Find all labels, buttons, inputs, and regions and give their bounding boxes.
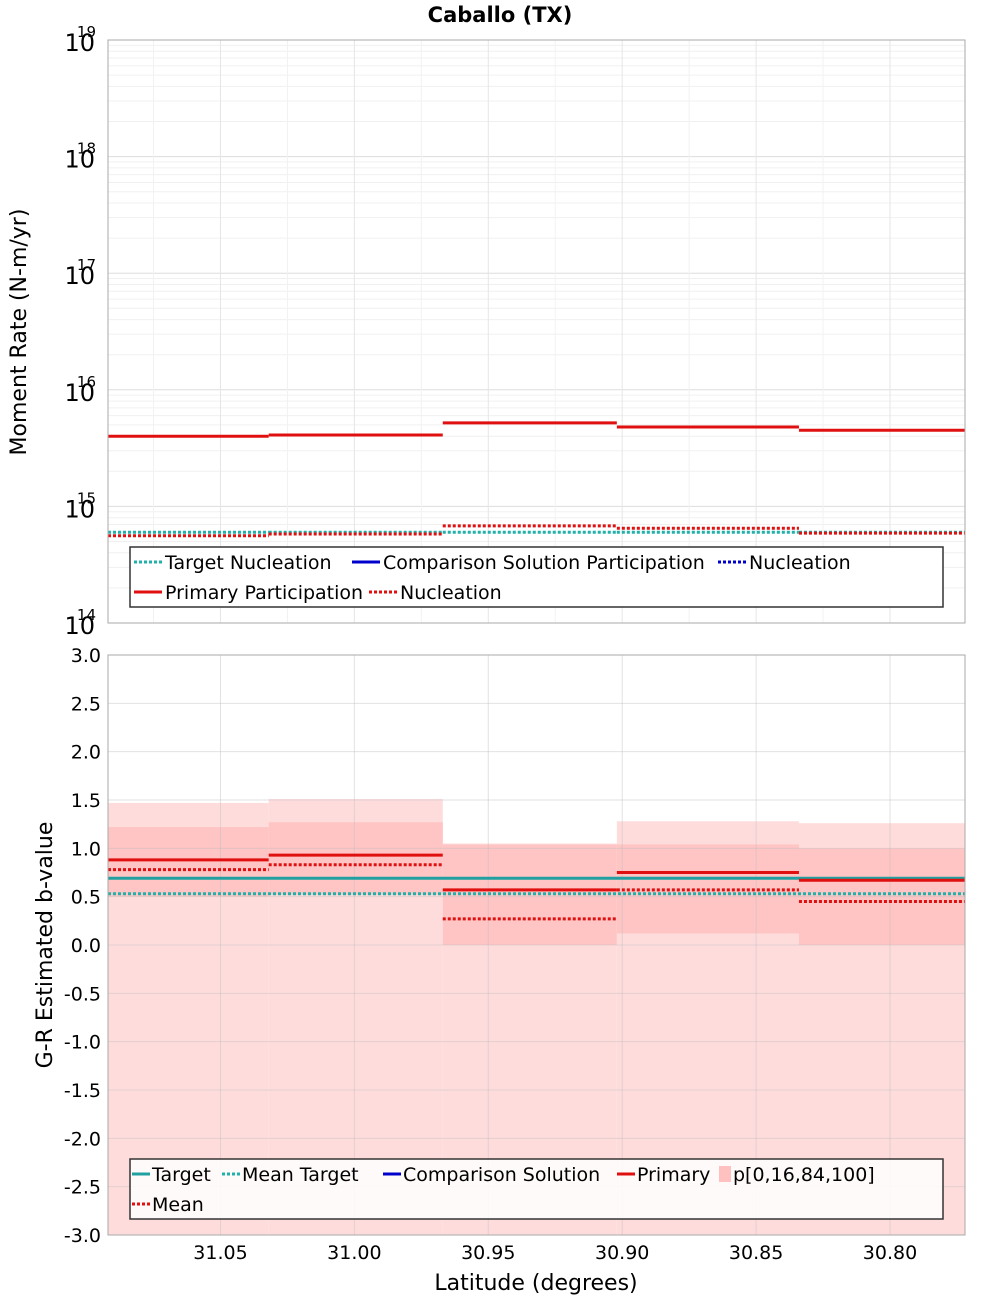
top-legend-label: Primary Participation bbox=[165, 582, 363, 604]
bottom-legend-label: p[0,16,84,100] bbox=[733, 1164, 875, 1186]
top-y-tick-exponent: 18 bbox=[77, 140, 96, 158]
top-legend-box bbox=[129, 546, 944, 608]
bottom-y-tick-label: 0.5 bbox=[71, 887, 101, 909]
x-axis-label: Latitude (degrees) bbox=[434, 1271, 637, 1296]
x-tick-labels: 31.05 31.00 30.95 30.90 30.85 30.80 bbox=[193, 1242, 917, 1264]
bottom-y-tick-label: 1.5 bbox=[71, 790, 101, 812]
bottom-legend-label: Primary bbox=[637, 1164, 710, 1186]
x-tick-label: 31.05 bbox=[193, 1242, 247, 1264]
top-y-tick-base: 10 bbox=[64, 146, 95, 174]
top-y-tick-exponent: 14 bbox=[77, 606, 96, 624]
top-y-tick-base: 10 bbox=[64, 612, 95, 640]
bottom-y-tick-label: -0.5 bbox=[64, 983, 101, 1005]
bottom-plot-frame bbox=[107, 654, 966, 1236]
x-tick-label: 30.90 bbox=[595, 1242, 649, 1264]
x-tick-label: 30.95 bbox=[461, 1242, 515, 1264]
bottom-y-tick-label: 0.0 bbox=[71, 935, 101, 957]
top-plot-frame bbox=[107, 39, 966, 624]
top-y-tick-exponent: 16 bbox=[77, 373, 96, 391]
x-tick-label: 31.00 bbox=[327, 1242, 381, 1264]
band-p16-p84 bbox=[798, 848, 965, 945]
bottom-y-tick-label: -2.0 bbox=[64, 1128, 101, 1150]
bottom-legend-label: Mean bbox=[152, 1194, 204, 1216]
top-y-axis-label: Moment Rate (N-m/yr) bbox=[7, 209, 32, 456]
top-legend: Target Nucleation Comparison Solution Par… bbox=[129, 546, 944, 608]
bottom-y-tick-label: -2.5 bbox=[64, 1177, 101, 1199]
bottom-legend-box bbox=[129, 1158, 944, 1220]
top-legend-label: Target Nucleation bbox=[164, 552, 332, 574]
chart-title: Caballo (TX) bbox=[428, 3, 573, 27]
bottom-legend-swatch bbox=[719, 1166, 731, 1182]
top-y-tick-base: 10 bbox=[64, 262, 95, 290]
top-legend-label: Nucleation bbox=[400, 582, 502, 604]
bottom-y-tick-label: -1.0 bbox=[64, 1032, 101, 1054]
bottom-series bbox=[108, 853, 965, 921]
bottom-legend-label: Mean Target bbox=[242, 1164, 359, 1186]
x-tick-label: 30.80 bbox=[863, 1242, 917, 1264]
top-legend-label: Comparison Solution Participation bbox=[383, 552, 705, 574]
top-grid bbox=[108, 39, 965, 624]
top-y-tick-base: 10 bbox=[64, 495, 95, 523]
top-series bbox=[108, 421, 965, 538]
x-tick-label: 30.85 bbox=[729, 1242, 783, 1264]
top-legend-label: Nucleation bbox=[749, 552, 851, 574]
bottom-y-tick-label: -1.5 bbox=[64, 1080, 101, 1102]
top-y-tick-exponent: 17 bbox=[77, 256, 96, 274]
bottom-y-tick-label: 3.0 bbox=[71, 645, 101, 667]
bottom-y-axis-label: G-R Estimated b-value bbox=[33, 822, 58, 1069]
bottom-y-tick-label: 1.0 bbox=[71, 838, 101, 860]
bottom-y-tick-label: 2.0 bbox=[71, 742, 101, 764]
top-y-tick-base: 10 bbox=[64, 379, 95, 407]
bottom-y-tick-labels: 3.0 2.5 2.0 1.5 1.0 0.5 0.0 -0.5 -1.0 -1.5 -2.0 -2.… bbox=[64, 645, 101, 1247]
top-y-tick-base: 10 bbox=[64, 29, 95, 57]
bottom-legend-label: Target bbox=[151, 1164, 211, 1186]
bottom-legend: Target Mean Target Comparison Solution Prim… bbox=[129, 1158, 944, 1220]
bottom-legend-label: Comparison Solution bbox=[403, 1164, 600, 1186]
bottom-y-tick-label: 2.5 bbox=[71, 693, 101, 715]
top-y-tick-exponent: 15 bbox=[77, 489, 96, 507]
band-p16-p84 bbox=[108, 827, 269, 897]
b-value-plot: 3.0 2.5 2.0 1.5 1.0 0.5 0.0 -0.5 -1.0 -1.5 -2.0 -2.… bbox=[33, 645, 966, 1296]
band-p16-p84 bbox=[268, 822, 443, 895]
bottom-y-tick-label: -3.0 bbox=[64, 1225, 101, 1247]
top-y-tick-exponent: 19 bbox=[77, 23, 96, 41]
